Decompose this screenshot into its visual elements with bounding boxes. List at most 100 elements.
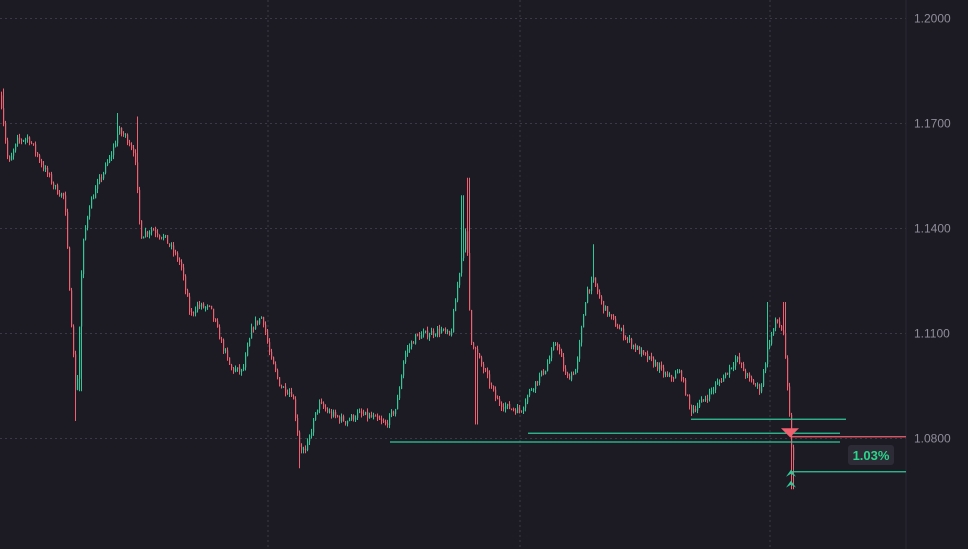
- candle-body: [617, 326, 619, 329]
- candle: [469, 177, 471, 311]
- candle: [289, 388, 291, 397]
- candle: [621, 327, 623, 332]
- candle: [619, 324, 621, 330]
- candle-body: [39, 155, 41, 162]
- candle-body: [263, 317, 265, 325]
- candle: [561, 348, 563, 358]
- candle-body: [713, 389, 715, 391]
- candle: [351, 413, 353, 421]
- candle: [305, 445, 307, 454]
- candle-body: [375, 415, 377, 417]
- candle-body: [307, 441, 309, 451]
- candle: [93, 194, 95, 200]
- candle-body: [241, 369, 243, 372]
- candle: [597, 283, 599, 295]
- candle-body: [247, 346, 249, 356]
- candle-body: [343, 416, 345, 422]
- candle: [223, 338, 225, 354]
- candle-body: [535, 381, 537, 390]
- candle-body: [679, 370, 681, 373]
- candle: [731, 367, 733, 370]
- candle-body: [59, 194, 61, 196]
- candle-body: [327, 409, 329, 413]
- candle-body: [165, 235, 167, 237]
- price-axis[interactable]: 1.2000 1.1700 1.1400 1.1100 1.0800: [914, 12, 951, 446]
- candle: [781, 325, 783, 331]
- candle: [507, 403, 509, 410]
- candle-body: [139, 189, 141, 221]
- candle: [391, 409, 393, 418]
- candle: [675, 370, 677, 379]
- candle-body: [645, 352, 647, 354]
- candle-body: [469, 252, 471, 311]
- candle-body: [619, 328, 621, 330]
- candle-body: [545, 370, 547, 374]
- candle-body: [315, 412, 317, 420]
- candle-body: [403, 362, 405, 376]
- candle-body: [473, 342, 475, 348]
- candle: [725, 372, 727, 379]
- candle: [303, 446, 305, 454]
- candle-body: [85, 227, 87, 240]
- candle: [443, 328, 445, 332]
- candle-body: [593, 277, 595, 281]
- candle: [233, 366, 235, 374]
- candle: [437, 325, 439, 338]
- candle-body: [77, 378, 79, 390]
- candle: [483, 361, 485, 374]
- candle: [613, 314, 615, 321]
- candle: [361, 408, 363, 418]
- candle-body: [1, 95, 3, 109]
- candle: [711, 387, 713, 395]
- candle: [543, 369, 545, 376]
- candle-body: [109, 156, 111, 163]
- candle-body: [427, 330, 429, 338]
- candle: [331, 408, 333, 419]
- candle: [461, 195, 463, 277]
- candle-body: [735, 359, 737, 366]
- candle: [409, 343, 411, 353]
- candle-body: [615, 318, 617, 327]
- candle-body: [793, 447, 795, 460]
- candle: [367, 408, 369, 422]
- candle: [389, 413, 391, 429]
- candle-body: [31, 142, 33, 144]
- candle: [249, 337, 251, 347]
- candle-body: [703, 399, 705, 401]
- candle: [679, 369, 681, 374]
- candle-body: [463, 249, 465, 259]
- candle-body: [395, 409, 397, 415]
- candle-body: [607, 306, 609, 315]
- candle-body: [215, 318, 217, 322]
- candle: [61, 192, 63, 198]
- candle-body: [789, 386, 791, 415]
- candle: [741, 362, 743, 369]
- grid-layer: [0, 0, 907, 549]
- candle: [515, 408, 517, 415]
- candle-body: [631, 339, 633, 347]
- candle: [735, 355, 737, 370]
- candle: [7, 137, 9, 160]
- candle: [589, 289, 591, 294]
- candle: [611, 314, 613, 320]
- candle-body: [553, 344, 555, 351]
- candle-body: [313, 419, 315, 433]
- candle: [395, 408, 397, 417]
- candle-body: [669, 375, 671, 377]
- candle: [379, 415, 381, 420]
- candle-body: [637, 346, 639, 350]
- candle-body: [237, 367, 239, 369]
- candle-body: [167, 235, 169, 244]
- candle-body: [331, 411, 333, 417]
- candle: [775, 317, 777, 332]
- candle-body: [475, 347, 477, 349]
- candle-body: [35, 144, 37, 153]
- candle: [169, 243, 171, 248]
- candle: [491, 382, 493, 389]
- candle-body: [467, 231, 469, 253]
- candle: [639, 345, 641, 355]
- candle-body: [495, 389, 497, 398]
- candle-body: [697, 406, 699, 411]
